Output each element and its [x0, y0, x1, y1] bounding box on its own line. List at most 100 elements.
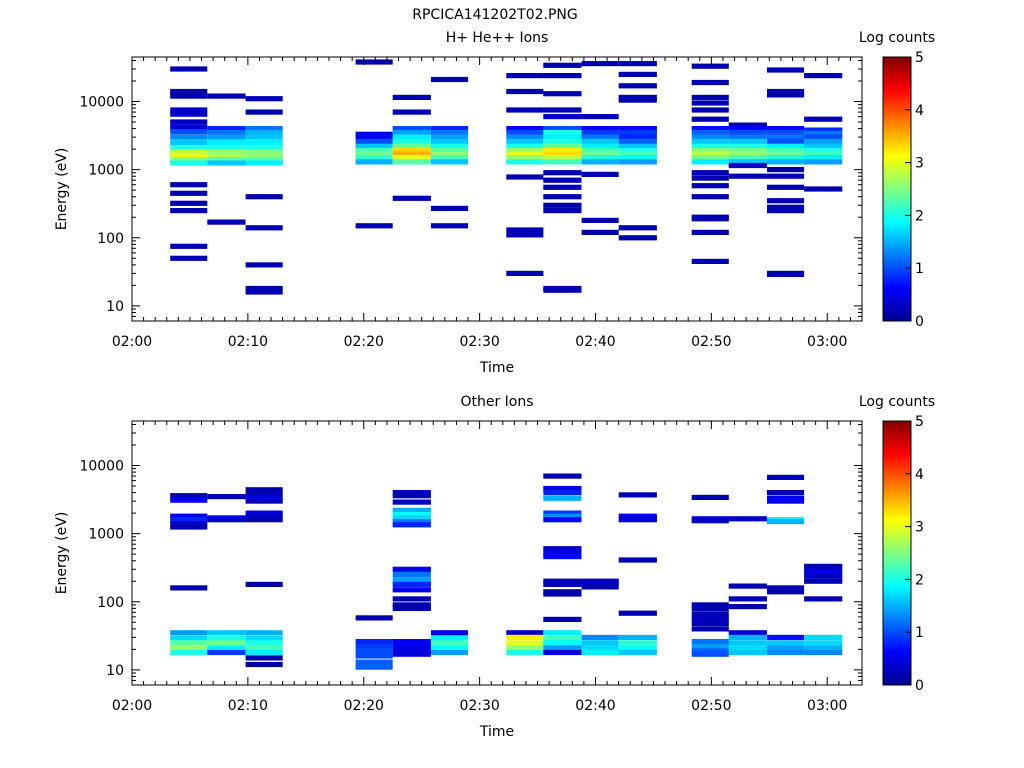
heatmap-cell [728, 151, 767, 157]
heatmap-cell [581, 217, 619, 223]
heatmap-cell [506, 159, 544, 165]
heatmap-cell [207, 517, 246, 523]
heatmap-cell [618, 134, 657, 140]
heatmap-cell [767, 495, 805, 501]
heatmap-cell [691, 151, 729, 157]
heatmap-cell [581, 134, 619, 140]
heatmap-cell [170, 157, 208, 163]
heatmap-cell [207, 630, 246, 636]
colorbar-tick-label: 1 [915, 625, 924, 641]
heatmap-cell [543, 134, 582, 140]
y-tick-label: 1000 [88, 163, 124, 179]
heatmap-cell [767, 184, 805, 190]
heatmap-cell [543, 649, 582, 656]
colorbar-tick-label: 0 [915, 678, 924, 694]
panel-other-ions: Other Ions 02:00 02:10 02:20 02:30 02:40 02:50… [54, 394, 935, 740]
heatmap-cell [170, 153, 208, 159]
heatmap-cell [392, 566, 431, 572]
heatmap-cell [691, 130, 729, 136]
heatmap-cell [767, 126, 805, 132]
heatmap-cell [355, 151, 393, 157]
heatmap-cell [506, 88, 544, 95]
heatmap-cell [392, 94, 431, 100]
heatmap-cell [543, 202, 582, 208]
heatmap-cell [245, 289, 283, 295]
heatmap-cell [728, 134, 767, 140]
heatmap-cell [618, 71, 657, 77]
heatmap-cell [543, 578, 582, 584]
panel-title: Other Ions [460, 394, 533, 410]
heatmap-cell [245, 510, 283, 516]
heatmap-cell [506, 640, 544, 646]
colorbar-label: Log counts [859, 30, 935, 46]
heatmap-cell [581, 649, 619, 656]
heatmap-cell [691, 620, 729, 627]
heatmap-cell [691, 651, 729, 657]
heatmap-cell [804, 127, 843, 133]
heatmap-cell [804, 640, 843, 646]
heatmap-cell [728, 634, 767, 640]
heatmap-cell [392, 143, 431, 149]
heatmap-cell [767, 155, 805, 161]
heatmap-cell [767, 589, 805, 595]
heatmap-cell [581, 645, 619, 651]
heatmap-cell [618, 97, 657, 103]
heatmap-cell [691, 155, 729, 161]
heatmap-cell [506, 148, 544, 154]
colorbar-tick-label: 0 [915, 314, 924, 330]
heatmap-cell [767, 88, 805, 95]
heatmap-cell [618, 649, 657, 656]
heatmap-cell [543, 130, 582, 136]
heatmap-cell [245, 285, 283, 292]
heatmap-cell [767, 519, 805, 525]
heatmap-cell [543, 517, 582, 523]
colorbar [882, 420, 912, 686]
heatmap-cell [245, 630, 283, 636]
heatmap-cell [170, 160, 208, 166]
heatmap-cell [245, 145, 283, 151]
heatmap-cell [170, 200, 208, 206]
heatmap-cell [767, 173, 805, 179]
heatmap-cell [207, 145, 246, 151]
heatmap-cell [170, 635, 208, 641]
x-tick-label: 03:00 [807, 334, 847, 350]
heatmap-cell [618, 138, 657, 144]
heatmap-cell [355, 155, 393, 161]
heatmap-cell [207, 160, 246, 166]
heatmap-cell [728, 122, 767, 128]
heatmap-cell [804, 134, 843, 140]
heatmap-cell [170, 129, 208, 135]
heatmap-cell [618, 83, 657, 89]
heatmap-cell [543, 159, 582, 165]
colorbar-tick-label: 1 [915, 261, 924, 277]
heatmap-cell [543, 107, 582, 113]
colorbar-tick-label: 2 [915, 208, 924, 224]
heatmap-cell [618, 634, 657, 640]
heatmap-cell [804, 573, 843, 579]
heatmap-cell [392, 515, 431, 521]
heatmap-cell [245, 635, 283, 641]
heatmap-cell [207, 149, 246, 155]
heatmap-cell [170, 190, 208, 196]
heatmap-cell [543, 635, 582, 641]
heatmap-cell [355, 615, 393, 621]
heatmap-cell [581, 61, 619, 67]
heatmap-cell [581, 229, 619, 235]
heatmap-cell [207, 635, 246, 641]
x-tick-label: 02:50 [691, 698, 731, 714]
heatmap-cell [355, 648, 393, 654]
heatmap-cell [392, 493, 431, 499]
y-tick-label: 10 [106, 299, 124, 315]
heatmap-cell [767, 640, 805, 646]
heatmap-cell [431, 635, 469, 641]
heatmap-cell [618, 94, 657, 100]
heatmap-cell [170, 149, 208, 155]
heatmap-cell [728, 143, 767, 149]
heatmap-cell [581, 126, 619, 132]
heatmap-cell [691, 170, 729, 176]
heatmap-cell [543, 490, 582, 496]
x-tick-label: 02:00 [112, 334, 152, 350]
heatmap-cell [543, 138, 582, 144]
heatmap-cell [804, 116, 843, 122]
heatmap-cell [170, 111, 208, 117]
